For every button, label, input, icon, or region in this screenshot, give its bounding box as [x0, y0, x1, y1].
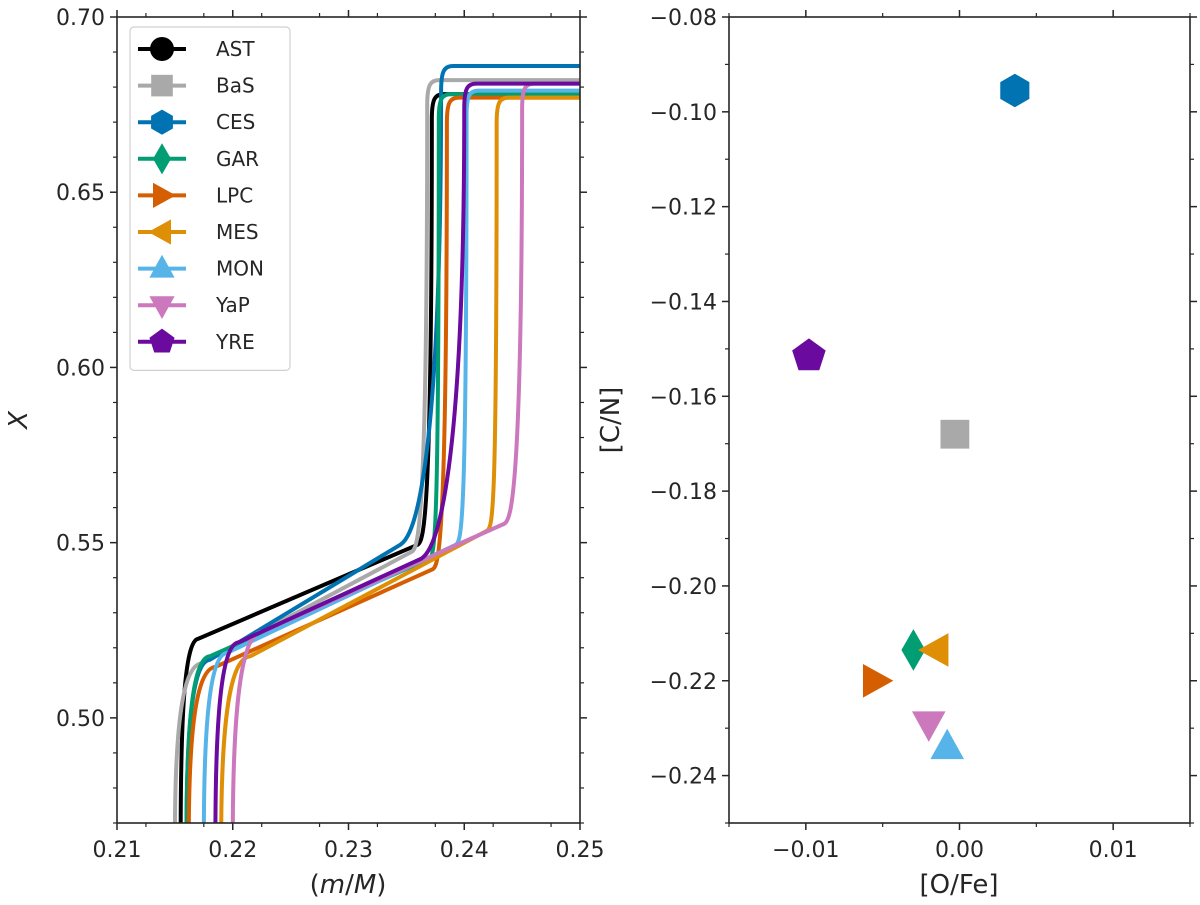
legend-label: MES — [216, 220, 259, 244]
scatter-point-ces — [1000, 73, 1030, 108]
right-scatter-points — [792, 73, 1030, 760]
left-y-tick-label: 0.55 — [56, 532, 105, 557]
series-line-yap — [230, 81, 580, 823]
right-x-tick-label: −0.01 — [772, 838, 839, 863]
legend-marker-hexagon — [151, 109, 173, 135]
right-y-axis-label: [C/N] — [596, 387, 626, 454]
legend-label: GAR — [216, 147, 259, 171]
left-x-axis-label: (m/M) — [310, 870, 387, 900]
left-y-tick-label: 0.50 — [56, 707, 105, 732]
legend-marker-triangle-left — [148, 219, 171, 245]
series-line-mes — [219, 95, 580, 823]
scatter-point-bas — [940, 419, 970, 449]
legend: AST BaS CES GAR LPC MES MON YaP YRE — [129, 26, 291, 371]
legend-entry-yap: YaP — [138, 293, 250, 319]
legend-entry-ast: AST — [138, 37, 255, 61]
right-y-tick-label: −0.14 — [650, 290, 717, 315]
legend-label: AST — [216, 37, 255, 61]
legend-marker-triangle-down — [149, 296, 175, 319]
legend-marker-square — [151, 74, 173, 97]
left-x-tick-label: 0.22 — [208, 838, 257, 863]
right-x-axis-label: [O/Fe] — [919, 870, 998, 900]
legend-entry-yre: YRE — [138, 328, 255, 354]
legend-marker-triangle-right — [153, 182, 176, 208]
right-y-tick-label: −0.08 — [650, 6, 717, 31]
legend-label: YRE — [215, 330, 255, 354]
legend-marker-diamond — [153, 143, 171, 175]
scatter-point-mes — [918, 633, 949, 667]
right-y-tick-label: −0.20 — [650, 575, 717, 600]
legend-marker-triangle-up — [149, 254, 175, 278]
legend-label: CES — [216, 110, 255, 134]
scatter-point-yap — [911, 711, 946, 742]
right-y-tick-label: −0.10 — [650, 101, 717, 126]
scatter-point-gar — [901, 629, 926, 671]
legend-entry-ces: CES — [138, 109, 255, 135]
series-line-mon — [201, 88, 580, 823]
left-x-tick-label: 0.23 — [324, 838, 373, 863]
legend-label: YaP — [215, 293, 250, 317]
right-ticks: −0.01 0.00 0.01 −0.24 −0.22 −0.20 −0.18 −0.16 −0… — [650, 6, 1197, 863]
left-series-lines — [172, 64, 580, 823]
left-y-tick-label: 0.60 — [56, 356, 105, 381]
left-ticks: 0.21 0.22 0.23 0.24 0.25 0.50 0.55 0.60 0.65 0.70 — [56, 6, 604, 863]
right-y-tick-label: −0.22 — [650, 670, 717, 695]
left-y-tick-label: 0.65 — [56, 181, 105, 206]
left-x-tick-label: 0.24 — [440, 838, 489, 863]
left-y-tick-label: 0.70 — [56, 6, 105, 31]
series-line-bas — [172, 78, 580, 823]
right-y-tick-label: −0.18 — [650, 480, 717, 505]
legend-marker-circle — [150, 37, 174, 61]
left-x-tick-label: 0.25 — [556, 838, 605, 863]
scatter-point-yre — [792, 338, 826, 371]
legend-box — [129, 26, 291, 371]
legend-label: LPC — [216, 183, 253, 207]
right-x-tick-label: 0.00 — [935, 838, 984, 863]
left-y-axis-label: X — [4, 410, 34, 431]
legend-entry-lpc: LPC — [138, 182, 253, 208]
legend-entry-bas: BaS — [138, 74, 255, 98]
series-line-yre — [213, 81, 580, 823]
right-x-tick-label: 0.01 — [1089, 838, 1138, 863]
series-line-lpc — [186, 95, 580, 823]
legend-label: MON — [216, 257, 264, 281]
right-y-tick-label: −0.12 — [650, 196, 717, 221]
legend-entry-gar: GAR — [138, 143, 259, 175]
right-panel: −0.01 0.00 0.01 −0.24 −0.22 −0.20 −0.18 −0.16 −0… — [596, 6, 1197, 900]
legend-entry-mes: MES — [138, 219, 259, 245]
scatter-point-lpc — [862, 663, 894, 698]
legend-label: BaS — [216, 74, 255, 98]
right-y-tick-label: −0.16 — [650, 385, 717, 410]
left-x-tick-label: 0.21 — [93, 838, 142, 863]
legend-marker-pentagon — [149, 328, 175, 353]
right-y-tick-label: −0.24 — [650, 765, 717, 790]
scatter-point-mon — [930, 728, 965, 760]
left-panel: 0.21 0.22 0.23 0.24 0.25 0.50 0.55 0.60 0.65 0.70… — [4, 6, 604, 900]
legend-entry-mon: MON — [138, 254, 264, 281]
